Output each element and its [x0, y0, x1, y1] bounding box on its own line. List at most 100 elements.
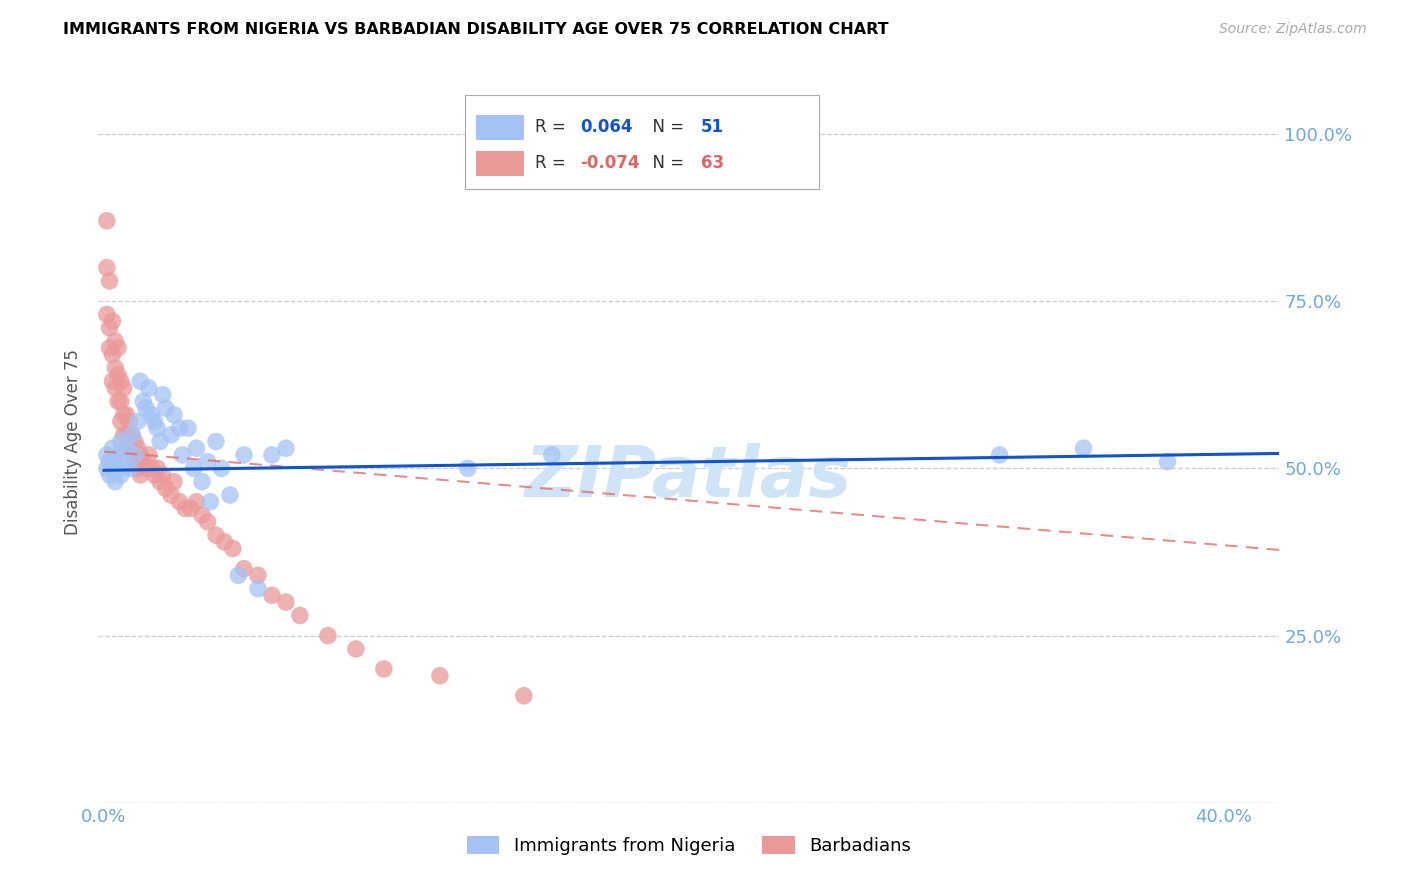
Point [129, 375, 152, 389]
Point [233, 448, 256, 462]
Point [101, 314, 124, 328]
Point [138, 381, 160, 395]
Point [110, 414, 132, 429]
Point [1156, 455, 1178, 469]
Point [186, 494, 208, 508]
Point [274, 442, 297, 455]
Point [205, 528, 228, 542]
Point [152, 387, 174, 401]
Point [115, 408, 138, 422]
Point [149, 475, 172, 489]
Point [127, 414, 149, 429]
Point [96, 307, 118, 322]
Point [429, 669, 451, 683]
Point [457, 461, 479, 475]
Point [211, 461, 233, 475]
Point [163, 408, 186, 422]
Point [121, 448, 143, 462]
Point [160, 488, 183, 502]
Point [112, 427, 135, 442]
Point [101, 348, 124, 362]
Point [101, 461, 124, 475]
Point [169, 494, 191, 508]
Point [110, 434, 132, 449]
Point [180, 501, 202, 516]
Point [98, 341, 121, 355]
Point [174, 501, 197, 516]
Point [115, 442, 138, 455]
Point [160, 427, 183, 442]
Point [540, 448, 562, 462]
Point [146, 421, 169, 435]
Point [233, 562, 256, 576]
Point [101, 442, 124, 455]
Point [146, 461, 169, 475]
Point [141, 408, 163, 422]
Point [135, 461, 157, 475]
Point [104, 361, 127, 376]
Point [112, 381, 135, 395]
Point [124, 448, 146, 462]
Point [96, 448, 118, 462]
Point [107, 341, 129, 355]
Point [260, 448, 283, 462]
Point [121, 427, 143, 442]
Point [288, 608, 311, 623]
Point [152, 467, 174, 482]
Text: 51: 51 [700, 119, 724, 136]
Point [186, 442, 208, 455]
Point [96, 260, 118, 275]
Text: Source: ZipAtlas.com: Source: ZipAtlas.com [1219, 22, 1367, 37]
Legend: Immigrants from Nigeria, Barbadians: Immigrants from Nigeria, Barbadians [460, 829, 918, 863]
Point [988, 448, 1011, 462]
Text: N =: N = [641, 154, 689, 172]
Point [274, 595, 297, 609]
Point [129, 448, 152, 462]
Point [228, 568, 250, 582]
Point [214, 534, 236, 549]
Point [96, 214, 118, 228]
Point [172, 448, 194, 462]
Text: 0.064: 0.064 [581, 119, 633, 136]
Point [177, 421, 200, 435]
Point [107, 461, 129, 475]
Point [121, 427, 143, 442]
Point [141, 461, 163, 475]
Point [98, 321, 121, 335]
Point [138, 448, 160, 462]
Point [200, 494, 222, 508]
Point [98, 467, 121, 482]
Point [169, 421, 191, 435]
Bar [477, 114, 523, 140]
Text: R =: R = [536, 119, 576, 136]
Point [104, 381, 127, 395]
Text: R =: R = [536, 154, 576, 172]
Point [104, 475, 127, 489]
Point [219, 488, 242, 502]
Point [513, 689, 536, 703]
Point [191, 508, 214, 523]
Point [246, 568, 269, 582]
Point [124, 455, 146, 469]
Point [107, 368, 129, 382]
Point [129, 467, 152, 482]
Point [205, 434, 228, 449]
Point [197, 455, 219, 469]
Point [155, 401, 177, 416]
FancyBboxPatch shape [464, 95, 818, 189]
Point [1073, 442, 1095, 455]
Point [118, 442, 141, 455]
Bar [477, 151, 523, 176]
Text: 63: 63 [700, 154, 724, 172]
Text: N =: N = [641, 119, 689, 136]
Point [155, 482, 177, 496]
Point [143, 467, 166, 482]
Point [101, 375, 124, 389]
Point [373, 662, 395, 676]
Point [112, 408, 135, 422]
Point [107, 448, 129, 462]
Point [183, 461, 205, 475]
Text: -0.074: -0.074 [581, 154, 640, 172]
Point [104, 455, 127, 469]
Y-axis label: Disability Age Over 75: Disability Age Over 75 [65, 349, 83, 534]
